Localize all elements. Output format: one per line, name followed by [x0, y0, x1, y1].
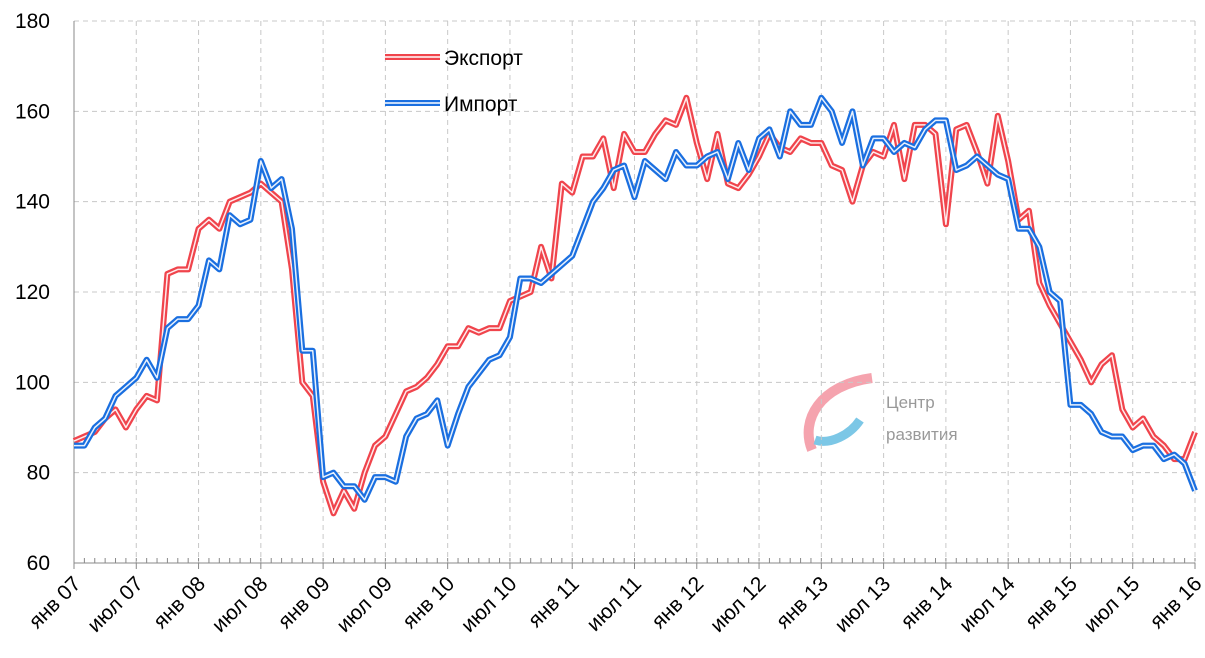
x-tick-label: июл 13 — [830, 572, 895, 637]
y-tick-label: 140 — [15, 191, 50, 214]
x-tick-label: янв 16 — [1145, 572, 1205, 633]
x-tick-label: июл 09 — [332, 572, 397, 637]
x-tick-label: янв 10 — [398, 572, 459, 633]
legend-label: Импорт — [444, 93, 518, 116]
x-tick-label: июл 14 — [955, 572, 1020, 637]
watermark-text: Центр — [886, 393, 935, 412]
watermark-text: развития — [886, 425, 958, 444]
x-tick-label: янв 13 — [772, 572, 833, 633]
x-tick-label: июл 10 — [457, 572, 522, 637]
y-tick-label: 120 — [15, 281, 50, 304]
x-tick-label: июл 11 — [582, 572, 646, 636]
line-highlight — [73, 97, 1196, 515]
x-tick-label: июл 12 — [706, 572, 771, 637]
x-tick-label: янв 14 — [896, 572, 957, 633]
y-tick-label: 100 — [15, 371, 50, 394]
legend-label: Экспорт — [444, 47, 523, 70]
x-tick-label: июл 15 — [1080, 572, 1145, 637]
y-tick-label: 180 — [15, 10, 50, 33]
watermark: Центр развития — [803, 373, 958, 452]
line-highlight — [74, 97, 1196, 501]
x-tick-label: янв 11 — [524, 572, 584, 632]
y-tick-label: 80 — [27, 462, 50, 485]
x-tick-label: янв 09 — [274, 572, 335, 633]
x-tick-label: июл 07 — [83, 572, 148, 637]
watermark-arc — [803, 373, 873, 452]
x-tick-label: янв 08 — [149, 572, 210, 633]
x-tick-label: янв 12 — [647, 572, 708, 633]
x-tick-label: июл 08 — [208, 572, 273, 637]
x-tick-label: янв 07 — [24, 572, 85, 633]
y-tick-label: 60 — [27, 552, 50, 575]
y-tick-label: 160 — [15, 100, 50, 123]
watermark-arc — [813, 417, 864, 446]
x-tick-label: янв 15 — [1021, 572, 1082, 633]
